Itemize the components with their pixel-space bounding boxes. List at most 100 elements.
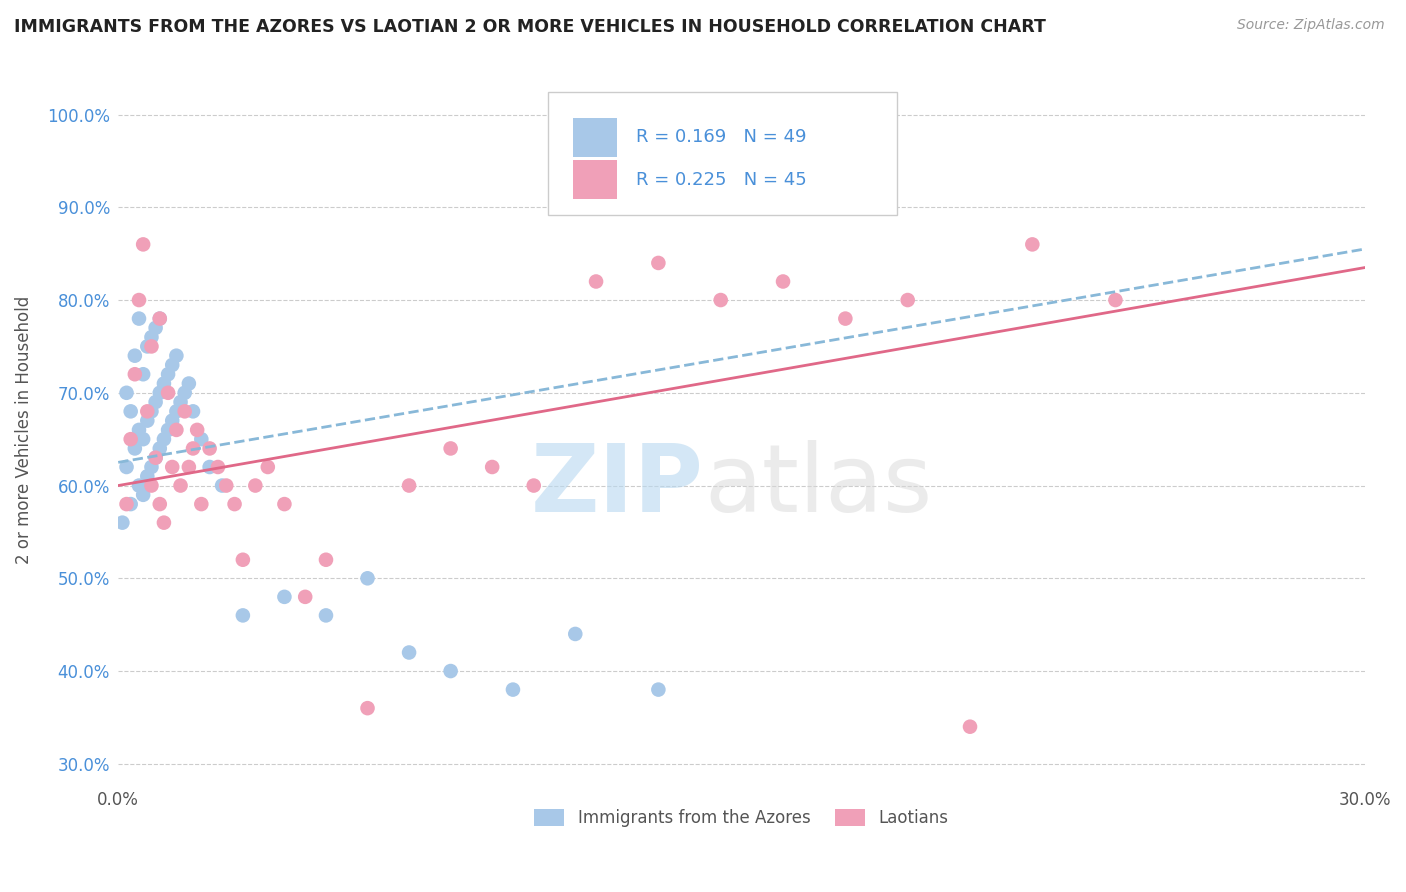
Point bbox=[207, 460, 229, 475]
Point bbox=[136, 339, 159, 353]
Point bbox=[232, 608, 254, 623]
Point bbox=[256, 460, 278, 475]
Point bbox=[124, 368, 146, 382]
Point bbox=[523, 478, 546, 492]
Point bbox=[245, 478, 267, 492]
Point bbox=[157, 368, 180, 382]
Point bbox=[398, 478, 420, 492]
Point bbox=[120, 404, 142, 418]
Text: R = 0.169   N = 49: R = 0.169 N = 49 bbox=[636, 128, 806, 146]
Point bbox=[165, 423, 187, 437]
Point bbox=[120, 497, 142, 511]
Point bbox=[440, 664, 463, 678]
Point bbox=[647, 682, 669, 697]
Point bbox=[153, 516, 176, 530]
Point bbox=[273, 497, 295, 511]
Point bbox=[959, 720, 981, 734]
Point bbox=[141, 460, 163, 475]
Point bbox=[136, 404, 159, 418]
Y-axis label: 2 or more Vehicles in Household: 2 or more Vehicles in Household bbox=[15, 296, 32, 564]
Legend: Immigrants from the Azores, Laotians: Immigrants from the Azores, Laotians bbox=[527, 803, 955, 834]
Point bbox=[294, 590, 316, 604]
Point bbox=[145, 450, 167, 465]
Point bbox=[169, 395, 191, 409]
Point bbox=[398, 646, 420, 660]
Point bbox=[149, 311, 172, 326]
Point bbox=[153, 376, 176, 391]
Point bbox=[149, 385, 172, 400]
Text: atlas: atlas bbox=[704, 441, 932, 533]
Point bbox=[1104, 293, 1126, 307]
Text: Source: ZipAtlas.com: Source: ZipAtlas.com bbox=[1237, 18, 1385, 32]
Point bbox=[120, 432, 142, 446]
Point bbox=[141, 339, 163, 353]
Point bbox=[173, 385, 195, 400]
Point bbox=[132, 237, 155, 252]
Point bbox=[585, 275, 607, 289]
Point bbox=[128, 423, 150, 437]
Point bbox=[169, 478, 191, 492]
Point bbox=[162, 358, 184, 372]
Point bbox=[141, 478, 163, 492]
Point bbox=[132, 488, 155, 502]
Point bbox=[132, 432, 155, 446]
Point bbox=[157, 385, 180, 400]
Point bbox=[211, 478, 233, 492]
Point bbox=[502, 682, 524, 697]
Point bbox=[136, 469, 159, 483]
FancyBboxPatch shape bbox=[574, 118, 617, 157]
Point bbox=[132, 368, 155, 382]
Point bbox=[181, 442, 204, 456]
Point bbox=[136, 414, 159, 428]
Point bbox=[149, 311, 172, 326]
Point bbox=[153, 432, 176, 446]
Text: IMMIGRANTS FROM THE AZORES VS LAOTIAN 2 OR MORE VEHICLES IN HOUSEHOLD CORRELATIO: IMMIGRANTS FROM THE AZORES VS LAOTIAN 2 … bbox=[14, 18, 1046, 36]
FancyBboxPatch shape bbox=[548, 92, 897, 215]
Point bbox=[315, 553, 337, 567]
Point bbox=[190, 432, 212, 446]
Point bbox=[111, 516, 134, 530]
Point bbox=[190, 497, 212, 511]
Point bbox=[145, 450, 167, 465]
Point bbox=[198, 460, 221, 475]
Point bbox=[198, 442, 221, 456]
Point bbox=[564, 627, 586, 641]
Point bbox=[710, 293, 733, 307]
Point bbox=[141, 330, 163, 344]
Point bbox=[124, 442, 146, 456]
Point bbox=[215, 478, 238, 492]
Point bbox=[128, 293, 150, 307]
Point bbox=[315, 608, 337, 623]
Point bbox=[177, 376, 200, 391]
Point bbox=[145, 395, 167, 409]
Point bbox=[145, 321, 167, 335]
Point bbox=[157, 423, 180, 437]
Point bbox=[834, 311, 856, 326]
Point bbox=[177, 460, 200, 475]
Point bbox=[232, 553, 254, 567]
Text: R = 0.225   N = 45: R = 0.225 N = 45 bbox=[636, 170, 806, 188]
Point bbox=[1021, 237, 1043, 252]
FancyBboxPatch shape bbox=[574, 161, 617, 199]
Point bbox=[186, 423, 208, 437]
Point bbox=[115, 497, 138, 511]
Point bbox=[165, 404, 187, 418]
Point bbox=[173, 404, 195, 418]
Point bbox=[181, 404, 204, 418]
Point bbox=[165, 349, 187, 363]
Point bbox=[273, 590, 295, 604]
Point bbox=[128, 311, 150, 326]
Point bbox=[128, 478, 150, 492]
Text: ZIP: ZIP bbox=[531, 441, 704, 533]
Point bbox=[772, 275, 794, 289]
Point bbox=[141, 404, 163, 418]
Point bbox=[356, 701, 378, 715]
Point bbox=[647, 256, 669, 270]
Point bbox=[115, 385, 138, 400]
Point bbox=[149, 497, 172, 511]
Point bbox=[115, 460, 138, 475]
Point bbox=[149, 442, 172, 456]
Point bbox=[440, 442, 463, 456]
Point bbox=[124, 349, 146, 363]
Point bbox=[162, 414, 184, 428]
